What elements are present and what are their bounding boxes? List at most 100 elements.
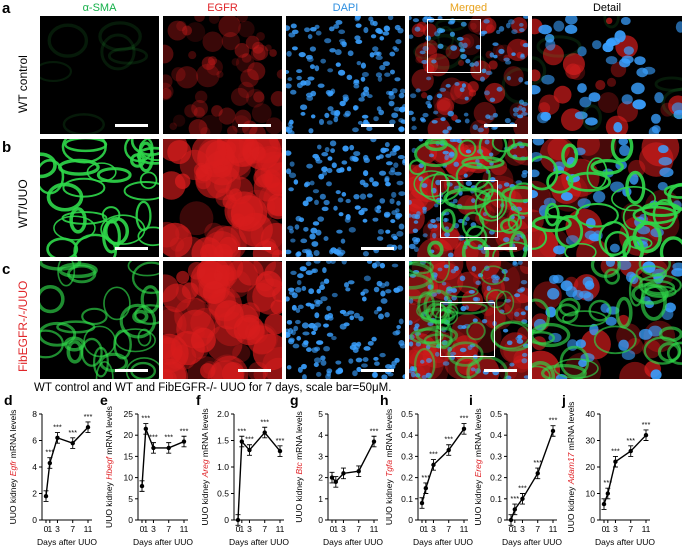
- x-tick-label: 3: [151, 524, 156, 534]
- panel-image: [409, 16, 528, 134]
- panel-fibegfr-uuo-detail: [532, 261, 682, 379]
- x-tick-label: 1: [47, 524, 52, 534]
- panel-wt-control-egfr: [163, 16, 282, 134]
- data-point: [601, 501, 607, 507]
- data-point: [341, 471, 346, 476]
- panel-image: [40, 261, 159, 379]
- row-letter-c: c: [2, 261, 11, 278]
- data-point: [181, 439, 187, 444]
- data-point: [70, 440, 75, 446]
- zoom-inset-box: [440, 180, 498, 238]
- y-tick-label: 2: [32, 489, 37, 499]
- row-label-wt-control: WT control: [16, 55, 30, 113]
- panel-wt-control-dapi: [286, 16, 405, 134]
- y-tick-label: 30: [586, 436, 596, 446]
- column-header-detail: Detail: [592, 2, 622, 14]
- x-tick-label: 1: [605, 524, 610, 534]
- y-tick-label: 40: [586, 409, 596, 419]
- significance-label: ***: [84, 412, 93, 421]
- chart-f: f 0 0.5 1.0 1.5 2.0 0 1 3 7 11 Days after UUO UUO ki…: [196, 392, 289, 547]
- panel-fibegfr-uuo-egfr: [163, 261, 282, 379]
- x-tick-label: 0: [44, 524, 49, 534]
- significance-label: ***: [603, 478, 612, 487]
- x-tick-label: 0: [140, 524, 145, 534]
- chart-panel-letter: f: [196, 392, 201, 408]
- y-tick-label: 1.0: [217, 462, 229, 472]
- significance-label: ***: [180, 426, 189, 435]
- y-tick-label: 0.2: [490, 473, 502, 483]
- y-tick-label: 1.5: [217, 436, 229, 446]
- panel-image: [286, 16, 405, 134]
- y-axis-label: UUO kidney Egfr mRNA levels: [8, 410, 18, 525]
- scale-bar: [361, 247, 394, 250]
- row-letter-b: b: [2, 139, 12, 156]
- panel-image: [40, 21, 149, 134]
- chart-panel-letter: e: [100, 392, 108, 408]
- y-tick-label: 0.4: [490, 430, 502, 440]
- data-point: [431, 462, 436, 468]
- y-axis-label: UUO kidney Btc mRNA levels: [294, 411, 304, 522]
- y-tick-label: 6: [32, 436, 37, 446]
- y-tick-label: 0.1: [490, 494, 502, 504]
- panel-wt-uuo-dapi: [286, 139, 405, 257]
- panel-wt-uuo-egfr: [163, 139, 282, 257]
- panel-image: [163, 261, 282, 379]
- data-point: [613, 459, 618, 464]
- x-axis-label: Days after UUO: [323, 537, 383, 547]
- significance-label: ***: [444, 435, 453, 444]
- y-tick-label: 0: [32, 515, 37, 525]
- column-header-egfr: EGFR: [207, 2, 238, 14]
- significance-label: ***: [141, 414, 150, 423]
- y-tick-label: 2.0: [217, 409, 229, 419]
- column-header-merged: Merged: [449, 2, 488, 14]
- data-point: [247, 447, 252, 453]
- scale-bar: [115, 369, 148, 372]
- series-line: [331, 441, 375, 483]
- panel-image: [163, 16, 282, 134]
- x-tick-label: 7: [262, 524, 267, 534]
- y-tick-label: 0.5: [401, 409, 413, 419]
- y-tick-label: 0: [590, 515, 595, 525]
- x-axis-label: Days after UUO: [595, 537, 655, 547]
- column-header-asma: α-SMA: [82, 2, 117, 14]
- panel-fibegfr-uuo-merged: [409, 261, 528, 379]
- panel-image: [532, 139, 682, 257]
- panel-image: [40, 139, 159, 257]
- y-axis-label: UUO kidney Adam17 mRNA levels: [566, 402, 576, 533]
- chart-panel-letter: g: [290, 392, 299, 408]
- y-tick-label: 0: [408, 515, 413, 525]
- significance-label: ***: [549, 416, 558, 425]
- y-tick-label: 0.4: [401, 430, 413, 440]
- scale-bar: [115, 247, 148, 250]
- y-tick-label: 0.3: [490, 451, 502, 461]
- data-point: [277, 448, 283, 454]
- data-point: [371, 439, 377, 444]
- x-tick-label: 1: [512, 524, 517, 534]
- data-point: [508, 517, 514, 523]
- x-tick-label: 1: [143, 524, 148, 534]
- x-tick-label: 3: [431, 524, 436, 534]
- panel-image: [532, 261, 682, 379]
- y-tick-label: 0.1: [401, 494, 413, 504]
- significance-label: ***: [276, 436, 285, 445]
- x-tick-label: 11: [84, 524, 93, 534]
- x-tick-label: 11: [370, 524, 379, 534]
- data-point: [605, 491, 611, 496]
- data-point: [628, 448, 633, 454]
- x-axis-label: Days after UUO: [133, 537, 193, 547]
- data-point: [43, 493, 49, 499]
- x-tick-label: 0: [509, 524, 514, 534]
- panel-image: [409, 139, 528, 257]
- panel-image: [409, 261, 528, 379]
- chart-j: j 0 10 20 30 40 0 1 3 7 11 Days after UUO UUO kidney…: [561, 392, 655, 547]
- significance-label: ***: [68, 428, 77, 437]
- x-tick-label: 3: [613, 524, 618, 534]
- y-tick-label: 2: [318, 473, 323, 483]
- chart-panel-letter: j: [561, 392, 566, 408]
- chart-panel-letter: h: [380, 392, 389, 408]
- x-axis-label: Days after UUO: [502, 537, 562, 547]
- y-tick-label: 4: [318, 430, 323, 440]
- x-tick-label: 1: [333, 524, 338, 534]
- y-tick-label: 0.2: [401, 473, 413, 483]
